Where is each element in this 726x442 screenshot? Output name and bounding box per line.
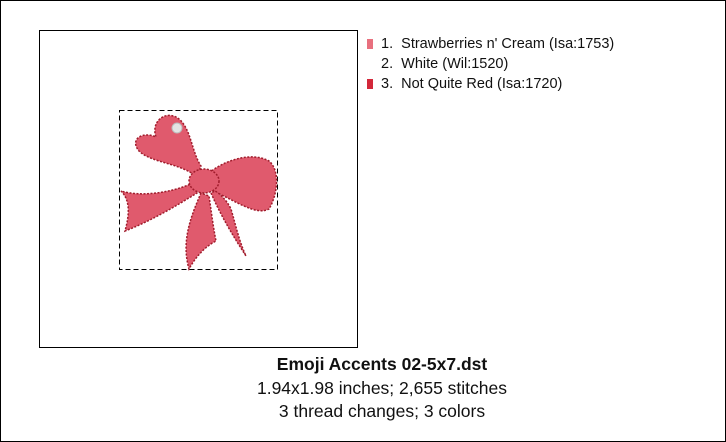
thread-label: 3. Not Quite Red (Isa:1720) (381, 76, 563, 92)
design-bounds (119, 110, 278, 270)
thread-swatch (367, 39, 373, 49)
design-changes: 3 thread changes; 3 colors (278, 401, 486, 421)
thread-item: 1. Strawberries n' Cream (Isa:1753) (367, 34, 614, 54)
thread-label: 2. White (Wil:1520) (381, 56, 509, 72)
bow-design (120, 114, 278, 271)
design-title: Emoji Accents 02-5x7.dst (276, 354, 488, 374)
design-size: 1.94x1.98 inches; 2,655 stitches (256, 377, 508, 398)
thread-swatch (367, 59, 373, 69)
thread-item: 2. White (Wil:1520) (367, 54, 614, 74)
thread-item: 3. Not Quite Red (Isa:1720) (367, 74, 614, 94)
thread-label: 1. Strawberries n' Cream (Isa:1753) (381, 36, 615, 52)
white-spot (171, 122, 183, 134)
design-caption: Emoji Accents 02-5x7.dst 1.94x1.98 inche… (39, 353, 725, 424)
thread-swatch (367, 79, 373, 89)
thread-legend: 1. Strawberries n' Cream (Isa:1753) 2. Wh… (367, 34, 614, 94)
